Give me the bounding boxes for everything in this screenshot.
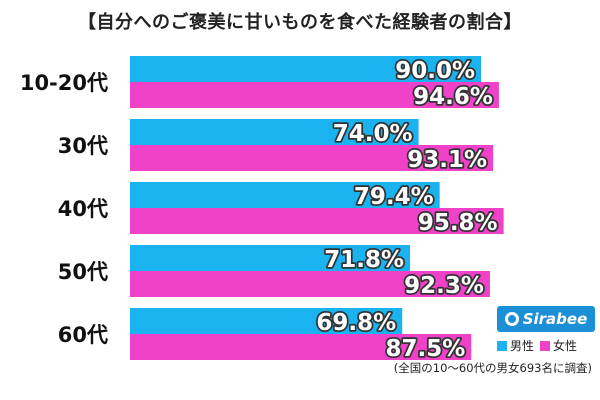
value-label-male-3: 79.4%: [354, 184, 434, 210]
bar-male-5: [130, 308, 403, 334]
value-label-female-2: 93.1%: [407, 147, 487, 173]
value-label-male-2: 74.0%: [333, 121, 413, 147]
category-label-2: 30代: [58, 134, 108, 158]
bar-male-3: [130, 182, 440, 208]
chart-title: 【自分へのご褒美に甘いものを食べた経験者の割合】: [78, 12, 522, 33]
bar-female-4: [130, 271, 490, 297]
legend-item-male: 男性: [497, 337, 534, 354]
category-label-5: 60代: [58, 323, 108, 347]
legend-swatch-female: [540, 340, 551, 351]
value-label-male-4: 71.8%: [324, 247, 404, 273]
bar-male-1: [130, 56, 481, 82]
category-label-3: 40代: [58, 197, 108, 221]
value-label-female-3: 95.8%: [418, 210, 498, 236]
legend-label-male: 男性: [510, 339, 535, 353]
value-label-female-5: 87.5%: [385, 336, 465, 362]
sirabee-logo: Sirabee: [497, 306, 595, 332]
category-label-4: 50代: [58, 260, 108, 284]
bar-female-5: [130, 334, 472, 360]
bar-male-4: [130, 245, 411, 271]
sirabee-logo-icon: [504, 312, 519, 326]
value-label-male-1: 90.0%: [395, 58, 475, 84]
bar-female-2: [130, 145, 494, 171]
legend: 男性 女性: [497, 337, 597, 354]
legend-label-female: 女性: [553, 339, 578, 353]
legend-swatch-male: [497, 340, 507, 351]
sirabee-logo-text: Sirabee: [522, 310, 588, 328]
bar-female-1: [130, 82, 499, 108]
category-label-1: 10-20代: [20, 71, 108, 95]
survey-footnote: (全国の10〜60代の男女693名に調査): [393, 361, 592, 375]
bar-male-2: [130, 119, 419, 145]
value-label-female-1: 94.6%: [413, 84, 493, 110]
bar-female-3: [130, 208, 504, 234]
value-label-male-5: 69.8%: [316, 310, 396, 336]
value-label-female-4: 92.3%: [404, 273, 484, 299]
legend-item-female: 女性: [540, 337, 577, 354]
